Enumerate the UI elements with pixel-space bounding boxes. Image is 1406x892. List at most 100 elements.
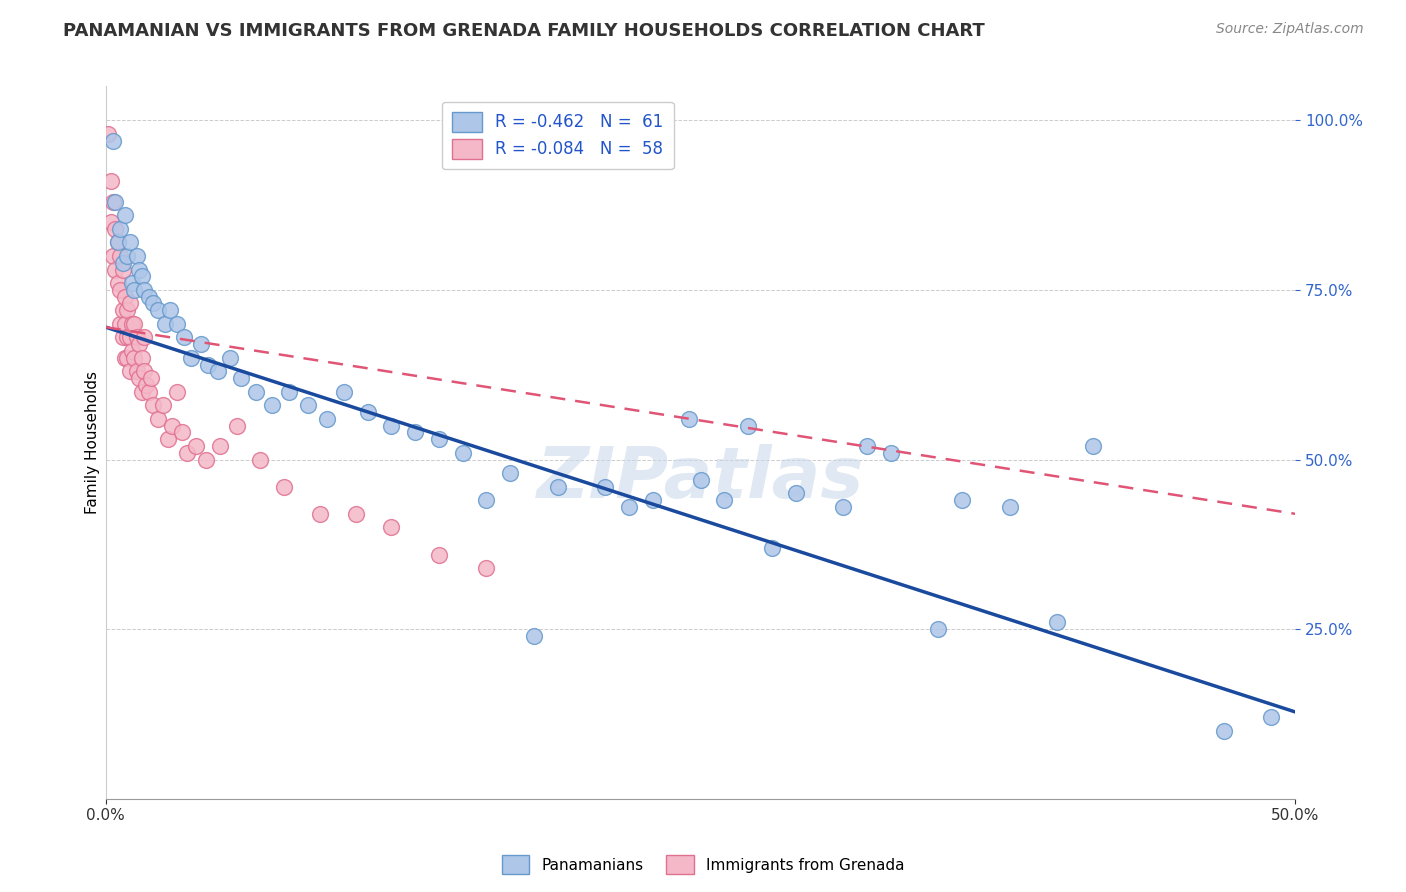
- Point: [108, 222, 131, 236]
- Point: [225, 418, 247, 433]
- Point: [139, 371, 162, 385]
- Point: [1046, 615, 1069, 630]
- Point: [148, 303, 170, 318]
- Point: [131, 269, 153, 284]
- Point: [207, 364, 229, 378]
- Point: [278, 384, 301, 399]
- Point: [194, 452, 217, 467]
- Point: [170, 425, 193, 440]
- Text: ZIPatlas: ZIPatlas: [537, 443, 865, 513]
- Point: [104, 222, 127, 236]
- Point: [231, 371, 253, 385]
- Point: [273, 480, 295, 494]
- Point: [713, 493, 735, 508]
- Point: [101, 134, 124, 148]
- Point: [427, 548, 450, 562]
- Point: [451, 446, 474, 460]
- Point: [155, 317, 177, 331]
- Point: [475, 493, 498, 508]
- Point: [101, 249, 124, 263]
- Point: [111, 256, 134, 270]
- Point: [118, 296, 141, 310]
- Point: [121, 276, 143, 290]
- Point: [117, 249, 139, 263]
- Point: [118, 235, 141, 250]
- Point: [190, 337, 212, 351]
- Point: [124, 351, 146, 365]
- Y-axis label: Family Households: Family Households: [86, 371, 100, 514]
- Point: [641, 493, 664, 508]
- Point: [998, 500, 1021, 514]
- Point: [131, 384, 153, 399]
- Point: [138, 384, 160, 399]
- Point: [111, 303, 134, 318]
- Point: [689, 473, 711, 487]
- Point: [523, 629, 546, 643]
- Point: [249, 452, 271, 467]
- Point: [856, 439, 879, 453]
- Point: [111, 262, 134, 277]
- Point: [499, 466, 522, 480]
- Point: [1081, 439, 1104, 453]
- Point: [132, 330, 155, 344]
- Point: [108, 283, 131, 297]
- Point: [100, 215, 122, 229]
- Point: [162, 418, 184, 433]
- Point: [148, 412, 170, 426]
- Point: [107, 276, 129, 290]
- Text: Source: ZipAtlas.com: Source: ZipAtlas.com: [1216, 22, 1364, 37]
- Point: [142, 296, 165, 310]
- Point: [124, 283, 146, 297]
- Point: [297, 398, 319, 412]
- Point: [125, 364, 148, 378]
- Point: [595, 480, 617, 494]
- Point: [111, 330, 134, 344]
- Point: [356, 405, 378, 419]
- Point: [125, 330, 148, 344]
- Point: [142, 398, 165, 412]
- Point: [737, 418, 759, 433]
- Point: [124, 317, 146, 331]
- Point: [156, 432, 179, 446]
- Point: [104, 194, 127, 209]
- Legend: Panamanians, Immigrants from Grenada: Panamanians, Immigrants from Grenada: [495, 849, 911, 880]
- Point: [132, 364, 155, 378]
- Point: [100, 174, 122, 188]
- Text: PANAMANIAN VS IMMIGRANTS FROM GRENADA FAMILY HOUSEHOLDS CORRELATION CHART: PANAMANIAN VS IMMIGRANTS FROM GRENADA FA…: [63, 22, 986, 40]
- Point: [404, 425, 426, 440]
- Point: [547, 480, 569, 494]
- Point: [107, 235, 129, 250]
- Point: [152, 398, 174, 412]
- Point: [121, 343, 143, 358]
- Point: [832, 500, 855, 514]
- Point: [117, 351, 139, 365]
- Point: [114, 208, 136, 222]
- Point: [128, 337, 150, 351]
- Point: [380, 418, 402, 433]
- Point: [159, 303, 181, 318]
- Point: [617, 500, 640, 514]
- Point: [114, 351, 136, 365]
- Point: [132, 283, 155, 297]
- Point: [197, 358, 219, 372]
- Point: [332, 384, 354, 399]
- Point: [262, 398, 284, 412]
- Point: [309, 507, 332, 521]
- Point: [117, 330, 139, 344]
- Point: [880, 446, 903, 460]
- Point: [180, 351, 202, 365]
- Point: [380, 520, 402, 534]
- Point: [107, 235, 129, 250]
- Point: [101, 194, 124, 209]
- Point: [125, 249, 148, 263]
- Point: [186, 439, 208, 453]
- Point: [950, 493, 973, 508]
- Point: [176, 446, 198, 460]
- Point: [108, 249, 131, 263]
- Point: [927, 622, 949, 636]
- Point: [114, 290, 136, 304]
- Point: [218, 351, 240, 365]
- Point: [121, 317, 143, 331]
- Point: [135, 377, 157, 392]
- Point: [678, 412, 700, 426]
